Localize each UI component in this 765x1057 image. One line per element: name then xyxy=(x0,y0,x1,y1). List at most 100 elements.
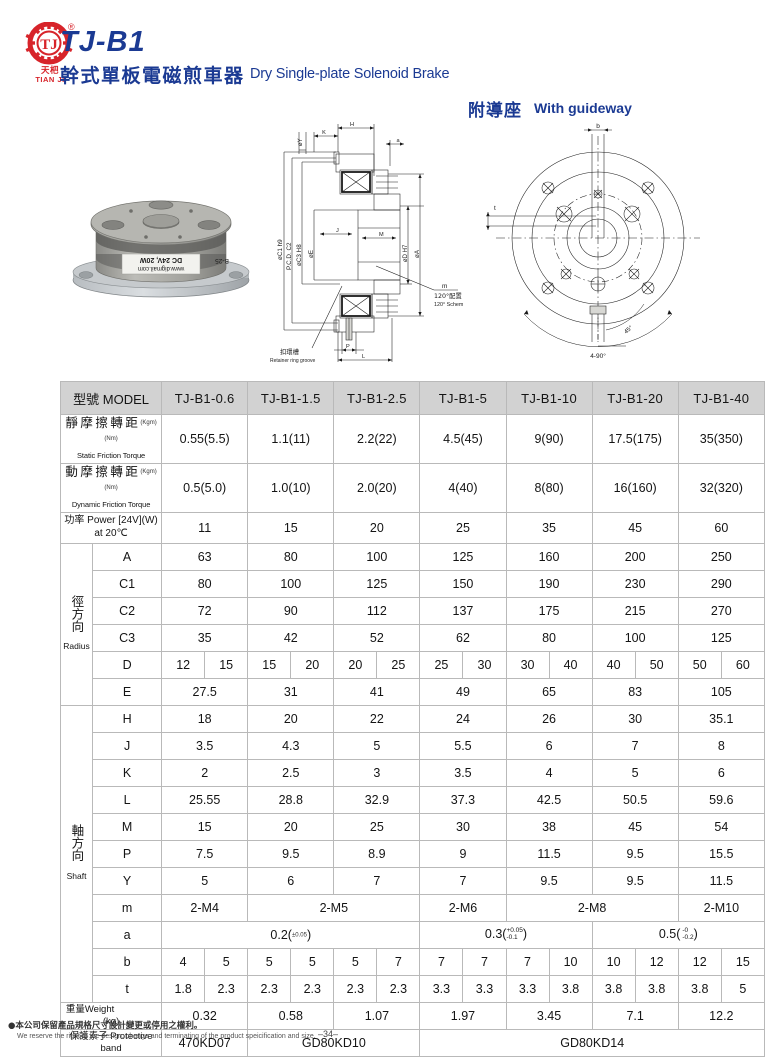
row-label-a: a xyxy=(92,920,163,949)
L-v7: 59.6 xyxy=(677,785,765,814)
model-col-6: TJ-B1-20 xyxy=(591,381,679,415)
power-v6: 45 xyxy=(591,511,679,544)
page-header: TJ ® 天杷 TIAN JI TJ-B1 幹式單板電磁煎車器 Dry Sing… xyxy=(0,0,765,121)
b-v5: 5 xyxy=(333,947,378,976)
D-v9: 30 xyxy=(505,650,550,679)
C2-v3: 112 xyxy=(333,596,421,625)
table-row-static-torque: 靜摩擦轉距(Kgm)(Nm) Static Friction Torque 0.… xyxy=(59,414,765,464)
table-row-D: D 12 15 15 20 20 25 25 30 30 40 40 50 50… xyxy=(61,650,765,679)
L-v1: 25.55 xyxy=(161,785,249,814)
P-v1: 7.5 xyxy=(161,839,249,868)
svg-text:øC3 H8: øC3 H8 xyxy=(296,244,303,266)
product-subtitle-en: Dry Single-plate Solenoid Brake xyxy=(250,66,450,82)
dynamic-torque-v6: 16(160) xyxy=(591,462,679,513)
b-v6: 7 xyxy=(376,947,421,976)
t-v11: 3.8 xyxy=(591,974,636,1003)
gear-logo-icon: TJ xyxy=(25,22,73,65)
b-v8: 7 xyxy=(462,947,507,976)
table-row-C1: C1 80 100 125 150 190 230 290 xyxy=(61,569,765,598)
static-torque-label-cn: 靜摩擦轉距 xyxy=(65,415,141,430)
svg-text:øY: øY xyxy=(298,138,304,146)
product-model-title: TJ-B1 xyxy=(60,26,146,58)
svg-text:m: m xyxy=(442,283,447,290)
figures-area: www.digmail.com DC 24V, 20W B-25 xyxy=(0,118,765,373)
b-v2: 5 xyxy=(204,947,249,976)
m-c1: 2-M4 xyxy=(161,893,249,922)
a-c2-upper: +0.05 xyxy=(506,927,523,935)
power-v7: 60 xyxy=(677,511,765,544)
H-v1: 18 xyxy=(161,704,249,733)
svg-text:L: L xyxy=(362,354,365,360)
M-v7: 54 xyxy=(677,812,765,841)
b-v14: 15 xyxy=(720,947,765,976)
D-v6: 25 xyxy=(376,650,421,679)
D-v7: 25 xyxy=(419,650,464,679)
dynamic-torque-label-en: Dynamic Friction Torque xyxy=(71,500,151,510)
svg-text:4-90°: 4-90° xyxy=(590,352,606,360)
power-label: 功率 Power [24V](W) at 20℃ xyxy=(59,511,163,544)
static-torque-unit: (Kgm)(Nm) xyxy=(104,419,157,442)
footer-notice-cn-text: 本公司保留產品規格尺寸設計變更或停用之權利。 xyxy=(15,1021,203,1031)
svg-text:B-25: B-25 xyxy=(215,257,229,264)
b-v4: 5 xyxy=(290,947,335,976)
E-v4: 49 xyxy=(419,677,507,706)
a-c3-upper: -0 xyxy=(682,927,689,935)
page-number: –34– xyxy=(318,1029,339,1039)
model-col-2: TJ-B1-1.5 xyxy=(247,381,335,415)
svg-text:t: t xyxy=(494,205,496,212)
D-v14: 60 xyxy=(720,650,765,679)
weight-unit: (kg) xyxy=(102,1015,120,1027)
svg-text:øA: øA xyxy=(414,249,421,258)
P-v4: 9 xyxy=(419,839,507,868)
static-torque-v2: 1.1(11) xyxy=(247,414,335,464)
C2-v4: 137 xyxy=(419,596,507,625)
svg-text:øE: øE xyxy=(308,250,315,258)
Y-v7: 11.5 xyxy=(677,866,765,895)
table-row-C3: C3 35 42 52 62 80 100 125 xyxy=(61,623,765,652)
specification-table: 型號 MODEL TJ-B1-0.6 TJ-B1-1.5 TJ-B1-2.5 T… xyxy=(59,381,765,1057)
weight-label-en: Weight xyxy=(84,1003,115,1015)
protective-band-label-cn: 保護素子 xyxy=(69,1030,108,1042)
D-v13: 50 xyxy=(677,650,722,679)
b-v7: 7 xyxy=(419,947,464,976)
svg-text:a: a xyxy=(396,138,400,144)
K-v7: 6 xyxy=(677,758,765,787)
registered-trademark-icon: ® xyxy=(68,22,75,32)
dynamic-torque-v4: 4(40) xyxy=(419,462,507,513)
product-photo: www.digmail.com DC 24V, 20W B-25 xyxy=(72,200,250,298)
product-subtitle-cn: 幹式單板電磁煎車器 xyxy=(60,65,245,87)
a-c1-base: 0.2( xyxy=(270,927,292,942)
b-v1: 4 xyxy=(161,947,206,976)
K-v5: 4 xyxy=(505,758,593,787)
svg-text:J: J xyxy=(336,228,339,234)
A-v5: 160 xyxy=(505,542,593,571)
svg-text:øC1 h9: øC1 h9 xyxy=(277,239,284,260)
row-label-b: b xyxy=(92,947,163,976)
A-v4: 125 xyxy=(419,542,507,571)
C2-v5: 175 xyxy=(505,596,593,625)
svg-text:扣環槽: 扣環槽 xyxy=(280,347,300,356)
row-label-C1: C1 xyxy=(92,569,163,598)
protective-band-c1: 470KD07 xyxy=(161,1028,249,1057)
group-label-radius-en: Radius xyxy=(63,641,90,651)
H-v5: 26 xyxy=(505,704,593,733)
row-label-P: P xyxy=(92,839,163,868)
table-header-row: 型號 MODEL TJ-B1-0.6 TJ-B1-1.5 TJ-B1-2.5 T… xyxy=(59,381,765,415)
table-row-m: m 2-M4 2-M5 2-M6 2-M8 2-M10 xyxy=(61,893,765,922)
row-label-D: D xyxy=(92,650,163,679)
guideway-label-en: With guideway xyxy=(534,100,632,116)
table-row-L: L 25.55 28.8 32.9 37.3 42.5 50.5 59.6 xyxy=(61,785,765,814)
svg-text:45°: 45° xyxy=(623,325,634,336)
t-v10: 3.8 xyxy=(548,974,593,1003)
L-v3: 32.9 xyxy=(333,785,421,814)
K-v3: 3 xyxy=(333,758,421,787)
t-v13: 3.8 xyxy=(677,974,722,1003)
Y-v4: 7 xyxy=(419,866,507,895)
A-v3: 100 xyxy=(333,542,421,571)
A-v2: 80 xyxy=(247,542,335,571)
Y-v1: 5 xyxy=(161,866,249,895)
C2-v6: 215 xyxy=(591,596,679,625)
K-v2: 2.5 xyxy=(247,758,335,787)
power-v1: 11 xyxy=(161,511,249,544)
row-label-C3: C3 xyxy=(92,623,163,652)
